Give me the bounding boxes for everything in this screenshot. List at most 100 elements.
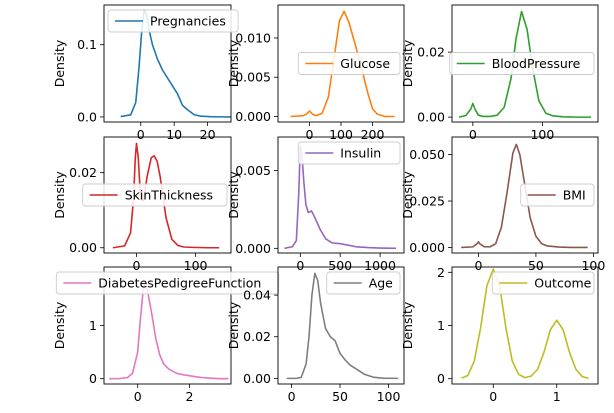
axes-frame	[451, 136, 599, 254]
density-line-outcome	[461, 268, 589, 380]
y-axis-label: Density	[52, 171, 67, 219]
y-axis-label: Density	[226, 39, 241, 87]
legend-insulin: Insulin	[297, 141, 401, 165]
legend-skinthickness: SkinThickness	[82, 183, 228, 207]
y-axis-label: Density	[226, 171, 241, 219]
density-line-insulin	[284, 144, 397, 250]
y-tick-label: 0.02	[243, 329, 271, 344]
legend-box	[449, 52, 595, 75]
legend-pregnancies: Pregnancies	[107, 9, 239, 33]
x-tick-label: 0	[469, 127, 477, 142]
y-tick-label: 0.000	[235, 241, 271, 256]
y-tick-label: 0.000	[235, 109, 271, 124]
y-tick-label: 0.000	[409, 240, 445, 255]
y-tick-label: 0.050	[409, 147, 445, 162]
legend-label: DiabetesPedigreeFunction	[98, 276, 261, 291]
legend-box	[55, 271, 280, 295]
legend-box	[297, 52, 401, 75]
axes-frame	[277, 266, 405, 385]
legend-bloodpressure: BloodPressure	[449, 52, 595, 75]
y-tick-label: 0.00	[243, 371, 271, 386]
y-tick-label: 0.02	[69, 165, 97, 180]
x-tick-label: 0	[296, 258, 304, 273]
legend-label: BloodPressure	[492, 56, 581, 71]
x-tick-label: 100	[530, 127, 554, 142]
x-tick-label: 100	[184, 258, 208, 273]
y-axis-label: Density	[52, 301, 67, 349]
x-tick-label: 0	[306, 127, 314, 142]
x-tick-label: 50	[528, 258, 544, 273]
legend-box	[107, 9, 239, 33]
legend-bmi: BMI	[520, 183, 595, 207]
legend-label: Pregnancies	[150, 14, 226, 29]
legend-box	[82, 183, 228, 207]
y-tick-label: 0.00	[417, 110, 445, 125]
y-tick-label: 0.0	[77, 109, 97, 124]
y-tick-label: 2	[437, 265, 445, 280]
x-tick-label: 0	[489, 389, 497, 404]
legend-diabetespedigreefunction: DiabetesPedigreeFunction	[55, 271, 280, 295]
y-tick-label: 0.005	[235, 163, 271, 178]
legend-label: Age	[369, 276, 393, 291]
x-tick-label: 500	[328, 258, 352, 273]
subplot-bmi: 0 50 100 0.000 0.025 0.050 Density BMI	[400, 136, 605, 273]
legend-label: Glucose	[340, 56, 390, 71]
y-tick-label: 0	[89, 371, 97, 386]
y-tick-label: 0.025	[409, 194, 445, 209]
density-line-glucose	[290, 10, 395, 118]
density-line-diabetespedigreefunction	[109, 279, 229, 380]
legend-label: BMI	[563, 188, 586, 203]
y-tick-label: 1	[437, 318, 445, 333]
y-tick-label: 0.02	[417, 45, 445, 60]
density-line-bloodpressure	[458, 10, 592, 118]
x-tick-label: 100	[581, 258, 605, 273]
x-tick-label: 100	[329, 127, 353, 142]
y-axis-label: Density	[400, 171, 415, 219]
legend-glucose: Glucose	[297, 52, 401, 75]
x-tick-label: 0	[133, 258, 141, 273]
y-tick-label: 0.010	[235, 30, 271, 45]
density-line-age	[286, 272, 399, 380]
density-line-bmi	[461, 143, 588, 249]
y-axis-label: Density	[52, 39, 67, 87]
axes-frame	[103, 4, 232, 123]
subplot-outcome: 0 1 0 1 2 Density Outcome	[400, 265, 599, 404]
x-tick-label: 1000	[364, 258, 396, 273]
x-tick-label: 20	[200, 127, 216, 142]
x-tick-label: 200	[361, 127, 385, 142]
legend-box	[520, 183, 595, 207]
y-tick-label: 1	[89, 318, 97, 333]
legend-box	[297, 141, 401, 165]
legend-label: Insulin	[340, 146, 381, 161]
legend-label: Outcome	[534, 276, 591, 291]
legend-age: Age	[326, 271, 401, 295]
legend-box	[326, 271, 401, 295]
y-axis-label: Density	[400, 39, 415, 87]
x-tick-label: 1	[553, 389, 561, 404]
x-tick-label: 100	[377, 389, 401, 404]
x-tick-label: 0	[288, 389, 296, 404]
y-axis-label: Density	[226, 301, 241, 349]
legend-label: SkinThickness	[125, 188, 213, 203]
y-tick-label: 0	[437, 371, 445, 386]
subplot-diabetespedigreefunction: 0 2 0 1 Density DiabetesPedigreeFunction	[52, 266, 280, 404]
y-tick-label: 0.00	[69, 240, 97, 255]
x-tick-label: 50	[332, 389, 348, 404]
y-tick-label: 0.005	[235, 70, 271, 85]
x-tick-label: 0	[134, 389, 142, 404]
legend-outcome: Outcome	[491, 271, 595, 295]
x-tick-label: 0	[474, 258, 482, 273]
x-tick-label: 2	[186, 389, 194, 404]
x-tick-label: 10	[166, 127, 182, 142]
legend-box	[491, 271, 595, 295]
y-axis-label: Density	[400, 301, 415, 349]
y-tick-label: 0.1	[77, 37, 97, 52]
axes-frame	[277, 136, 405, 254]
